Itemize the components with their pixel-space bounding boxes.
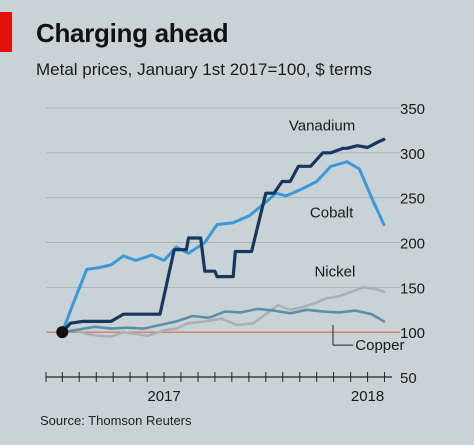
series-label-copper: Copper xyxy=(355,337,404,354)
series-line-vanadium xyxy=(60,137,386,334)
y-tick-label: 300 xyxy=(400,146,425,163)
x-axis: 2017 2018 xyxy=(45,372,392,405)
x-tick-label: 2017 xyxy=(147,388,180,405)
brand-red-tag xyxy=(0,12,12,52)
series-line-copper xyxy=(60,307,386,334)
x-tick-label: 2018 xyxy=(351,388,384,405)
y-tick-label: 150 xyxy=(400,280,425,297)
series-line-nickel xyxy=(60,285,386,338)
start-marker xyxy=(56,326,69,339)
y-tick-label: 100 xyxy=(400,325,425,342)
y-tick-label: 250 xyxy=(400,191,425,208)
series-label-bg xyxy=(293,113,356,134)
chart-subtitle: Metal prices, January 1st 2017=100, $ te… xyxy=(36,60,372,79)
chart-source: Source: Thomson Reuters xyxy=(40,413,192,428)
series-line-cobalt xyxy=(60,160,386,334)
y-tick-label: 350 xyxy=(400,101,425,118)
series-lines xyxy=(60,137,386,338)
y-tick-label: 50 xyxy=(400,370,417,387)
series-labels: Vanadium Cobalt Nickel Copper xyxy=(289,113,404,354)
chart-title: Charging ahead xyxy=(36,18,229,48)
series-label-cobalt: Cobalt xyxy=(310,204,354,221)
y-axis: 50 100 150 200 250 300 350 xyxy=(400,101,425,387)
start-point xyxy=(56,326,69,339)
y-tick-label: 200 xyxy=(400,236,425,253)
series-label-vanadium: Vanadium xyxy=(289,117,355,134)
series-label-nickel: Nickel xyxy=(314,264,355,281)
